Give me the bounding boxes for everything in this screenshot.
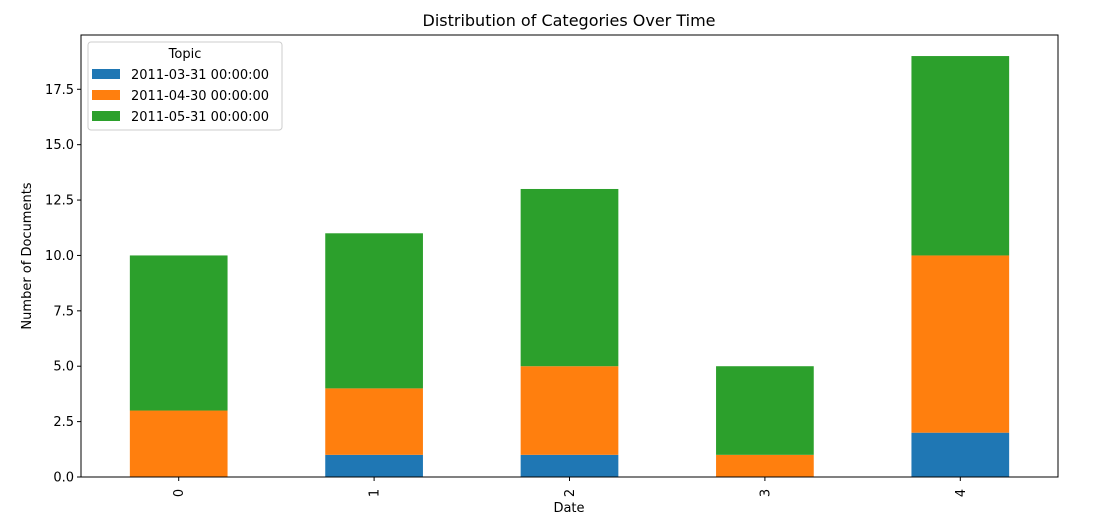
y-axis-label: Number of Documents — [20, 182, 35, 329]
y-axis: 0.0 2.5 5.0 7.5 10.0 12.5 15.0 17.5 — [45, 83, 81, 486]
bar-segment-cat-4-series-1 — [911, 255, 1010, 433]
legend-label-series-0: 2011-03-31 00:00:00 — [131, 68, 269, 83]
bar-segment-cat-2-series-1 — [520, 366, 619, 455]
bar-segment-cat-4-series-2 — [911, 56, 1010, 256]
y-tick-label: 12.5 — [45, 194, 74, 209]
y-tick-label: 0.0 — [53, 471, 74, 486]
bar-segment-cat-2-series-2 — [520, 188, 619, 367]
x-tick-label: 4 — [954, 489, 969, 497]
y-tick-label: 10.0 — [45, 249, 74, 264]
x-tick-label: 0 — [172, 489, 187, 497]
legend-box — [87, 41, 283, 131]
legend: Topic 2011-03-31 00:00:00 2011-04-30 00:0… — [87, 41, 283, 131]
bar-segment-cat-1-series-1 — [325, 388, 423, 455]
bar-segment-cat-2-series-0 — [520, 454, 619, 477]
y-tick-label: 17.5 — [45, 83, 74, 98]
chart-title: Distribution of Categories Over Time — [423, 11, 716, 30]
legend-items: 2011-03-31 00:00:00 2011-04-30 00:00:00 20… — [92, 68, 269, 125]
bar-segment-cat-1-series-2 — [325, 233, 423, 389]
bar-segment-cat-1-series-0 — [325, 454, 423, 477]
bars-group — [129, 56, 1010, 477]
bar-segment-cat-0-series-2 — [129, 255, 228, 411]
bar-segment-cat-3-series-1 — [716, 454, 814, 477]
bar-segment-cat-0-series-1 — [129, 410, 228, 477]
y-tick-label: 5.0 — [53, 360, 74, 375]
legend-label-series-2: 2011-05-31 00:00:00 — [131, 110, 269, 125]
legend-label-series-1: 2011-04-30 00:00:00 — [131, 89, 269, 104]
bar-segment-cat-3-series-2 — [716, 366, 814, 455]
y-tick-label: 2.5 — [53, 415, 74, 430]
legend-swatch-series-2 — [92, 111, 120, 121]
legend-swatch-series-0 — [92, 69, 120, 79]
y-tick-label: 7.5 — [53, 304, 74, 319]
legend-title: Topic — [168, 47, 202, 62]
x-axis-label: Date — [553, 501, 584, 516]
x-tick-label: 1 — [368, 489, 383, 497]
x-axis: 0 1 2 3 4 — [172, 477, 969, 497]
y-tick-label: 15.0 — [45, 138, 74, 153]
x-tick-label: 3 — [758, 489, 773, 497]
x-tick-label: 2 — [563, 489, 578, 497]
bar-segment-cat-4-series-0 — [911, 432, 1010, 477]
legend-swatch-series-1 — [92, 90, 120, 100]
